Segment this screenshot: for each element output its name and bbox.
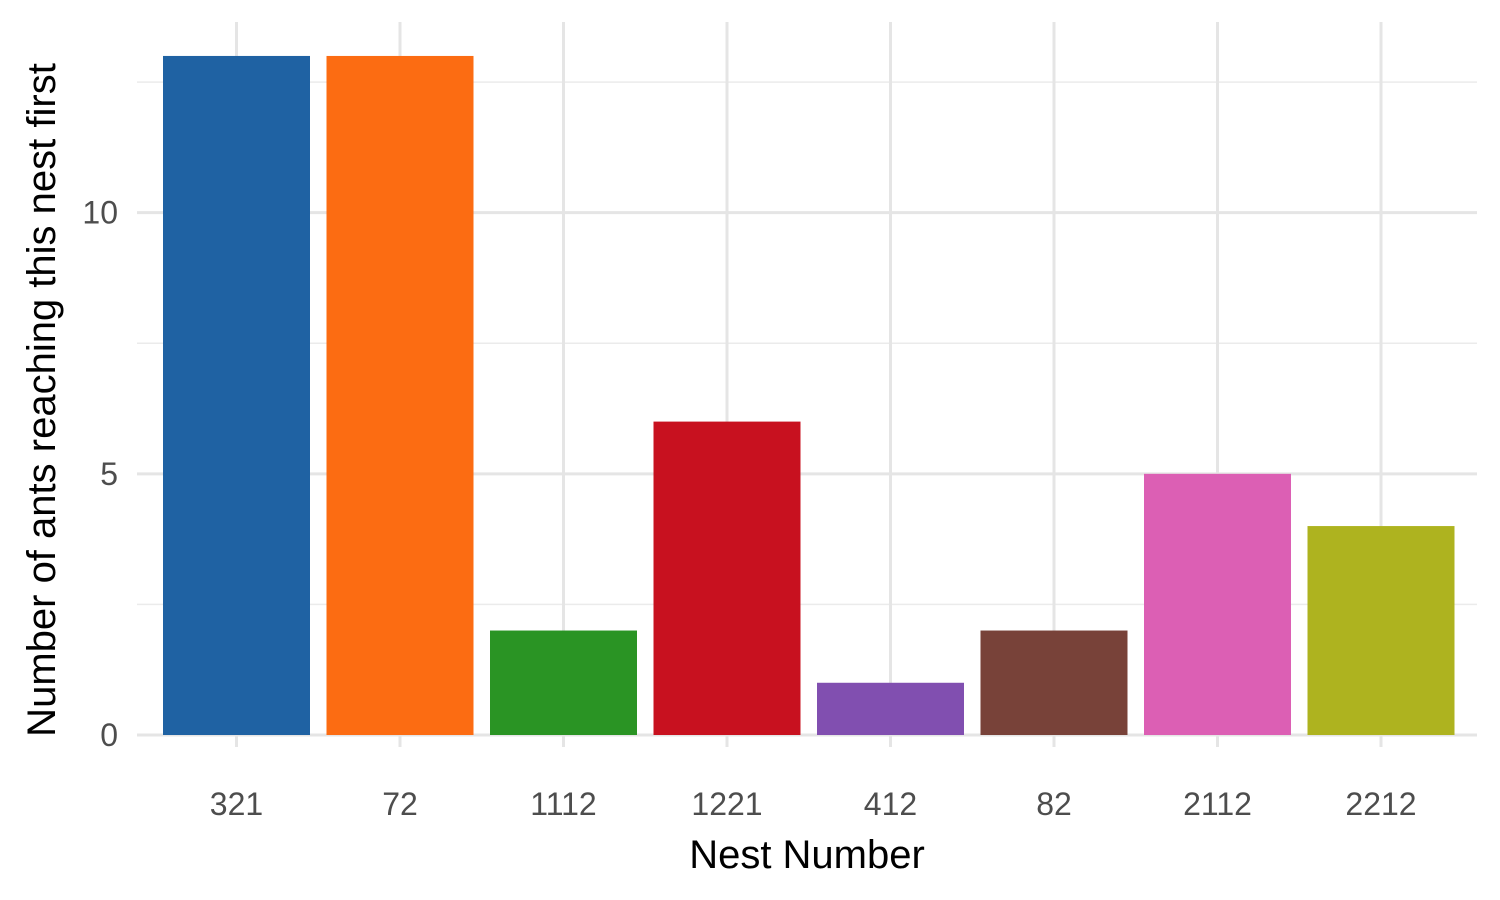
bars [163, 55, 1455, 735]
y-tick-label: 10 [82, 195, 118, 231]
y-tick-label: 0 [100, 717, 118, 753]
bar-1112 [490, 630, 637, 735]
x-tick-label: 82 [1036, 786, 1072, 822]
bar-1221 [653, 421, 801, 735]
x-tick-label: 2212 [1345, 786, 1416, 822]
bar-2212 [1307, 526, 1455, 735]
x-tick-label: 1112 [530, 786, 596, 822]
bar-412 [817, 682, 964, 735]
x-axis-title: Nest Number [689, 833, 925, 877]
bar-321 [163, 55, 310, 735]
x-tick-label: 412 [864, 786, 917, 822]
y-axis-title: Number of ants reaching this nest first [20, 63, 64, 737]
y-tick-label: 5 [100, 456, 118, 492]
x-tick-label: 2112 [1183, 786, 1252, 822]
bar-2112 [1144, 473, 1291, 735]
bar-72 [326, 55, 474, 735]
x-tick-label: 1221 [691, 786, 762, 822]
x-axis-tick-labels: 321 72 1112 1221 412 82 2112 2212 [210, 786, 1417, 822]
bar-82 [980, 630, 1128, 735]
x-tick-label: 321 [210, 786, 263, 822]
y-axis-tick-labels: 0 5 10 [82, 195, 118, 753]
x-tick-label: 72 [382, 786, 418, 822]
